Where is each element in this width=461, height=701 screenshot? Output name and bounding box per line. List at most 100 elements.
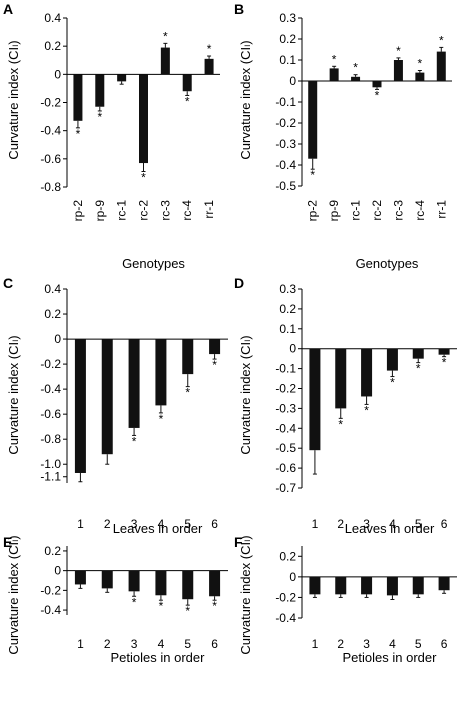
bar-c-4 xyxy=(155,339,167,406)
panel-letter: D xyxy=(234,275,244,291)
y-tick-label: -0.1 xyxy=(275,362,296,376)
bar-a-2 xyxy=(95,74,105,107)
category-label: rc-2 xyxy=(137,200,151,221)
bar-a-4 xyxy=(139,74,148,164)
category-label: rc-4 xyxy=(180,200,194,221)
category-label: 6 xyxy=(441,637,448,651)
bar-d-3 xyxy=(361,348,373,397)
y-tick-label: 0.4 xyxy=(44,11,61,25)
y-tick-label: -0.8 xyxy=(40,432,61,446)
significance-marker: * xyxy=(212,599,217,613)
y-tick-label: 0 xyxy=(289,342,296,356)
bar-c-6 xyxy=(209,339,221,355)
y-tick-label: 0.2 xyxy=(44,39,61,53)
bar-a-5 xyxy=(160,47,170,75)
y-tick-label: -0.8 xyxy=(40,180,61,194)
category-label: rc-3 xyxy=(158,200,172,221)
bar-f-3 xyxy=(361,576,373,595)
y-tick-label: -0.4 xyxy=(40,382,61,396)
category-label: rc-3 xyxy=(391,200,405,221)
y-tick-label: -0.2 xyxy=(40,96,61,110)
significance-marker: * xyxy=(185,604,190,618)
category-label: rr-1 xyxy=(434,200,448,219)
bar-f-1 xyxy=(309,576,321,595)
category-label: rp-2 xyxy=(306,200,320,222)
y-tick-label: 0.2 xyxy=(44,544,61,558)
category-label: 1 xyxy=(77,637,84,651)
y-axis-label: Curvature index (CIₗ) xyxy=(238,535,253,654)
category-label: 1 xyxy=(312,637,319,651)
category-label: rp-9 xyxy=(327,200,341,222)
significance-marker: * xyxy=(185,386,190,400)
category-label: rc-4 xyxy=(413,200,427,221)
y-axis-label: Curvature index (CIₗ) xyxy=(238,335,253,454)
y-tick-label: -0.3 xyxy=(275,137,296,151)
bar-e-1 xyxy=(74,570,86,585)
category-label: 2 xyxy=(337,517,344,531)
bar-e-3 xyxy=(128,570,140,592)
bar-b-4 xyxy=(372,81,382,88)
category-label: 6 xyxy=(211,517,218,531)
y-tick-label: 0.1 xyxy=(279,53,296,67)
bar-b-7 xyxy=(436,51,446,81)
significance-marker: * xyxy=(76,127,81,141)
y-tick-label: -1.0 xyxy=(40,457,61,471)
y-tick-label: -0.5 xyxy=(275,179,296,193)
y-tick-label: -0.4 xyxy=(40,124,61,138)
panel-letter: E xyxy=(3,534,12,550)
bar-a-6 xyxy=(182,74,192,92)
category-label: 3 xyxy=(363,637,370,651)
bar-b-2 xyxy=(329,68,339,81)
y-tick-label: -0.4 xyxy=(275,611,296,625)
significance-marker: * xyxy=(375,88,380,102)
y-tick-label: 0.2 xyxy=(279,32,296,46)
category-label: 2 xyxy=(104,637,111,651)
bar-d-4 xyxy=(386,348,398,371)
significance-marker: * xyxy=(163,29,168,43)
significance-marker: * xyxy=(418,57,423,71)
chart-panel-f: F 0.2 0 -0.2 -0.4 Curvature index (CIₗ) 1 2 3 4 5 6… xyxy=(234,534,457,665)
significance-marker: * xyxy=(212,358,217,372)
y-tick-label: 0.2 xyxy=(279,549,296,563)
significance-marker: * xyxy=(310,168,315,182)
chart-panel-d: D 0.3 0.2 0.1 0 -0.1 -0.2 -0.3 -0.4 -0.5 -0.6 -0.7 C… xyxy=(234,275,457,536)
bar-b-6 xyxy=(415,72,425,81)
y-tick-label: 0.4 xyxy=(44,282,61,296)
y-axis-label: Curvature index (CIₗ) xyxy=(238,40,253,159)
bar-f-2 xyxy=(335,576,347,595)
bar-e-4 xyxy=(155,570,167,596)
category-label: 6 xyxy=(441,517,448,531)
significance-marker: * xyxy=(364,403,369,417)
x-axis-label: Petioles in order xyxy=(343,650,438,665)
category-label: 6 xyxy=(211,637,218,651)
bar-f-5 xyxy=(412,576,424,595)
category-label: 4 xyxy=(158,637,165,651)
bar-b-5 xyxy=(393,60,403,81)
x-axis-label: Leaves in order xyxy=(345,521,435,536)
y-tick-label: -0.4 xyxy=(40,603,61,617)
significance-marker: * xyxy=(132,434,137,448)
category-label: rc-1 xyxy=(349,200,363,221)
bar-e-5 xyxy=(182,570,194,600)
bar-d-5 xyxy=(412,348,424,359)
bar-c-5 xyxy=(182,339,194,375)
y-tick-label: -0.7 xyxy=(275,481,296,495)
y-tick-label: 0 xyxy=(54,67,61,81)
y-tick-label: -0.6 xyxy=(275,461,296,475)
y-tick-label: -0.2 xyxy=(40,357,61,371)
bar-d-2 xyxy=(335,348,347,409)
significance-marker: * xyxy=(185,94,190,108)
bar-c-1 xyxy=(74,339,86,473)
y-tick-label: -0.6 xyxy=(40,407,61,421)
significance-marker: * xyxy=(332,52,337,66)
bar-a-7 xyxy=(204,58,214,75)
significance-marker: * xyxy=(442,356,447,370)
y-tick-label: 0 xyxy=(289,570,296,584)
category-label: rp-9 xyxy=(93,200,107,222)
y-tick-label: 0.3 xyxy=(279,11,296,25)
bar-f-4 xyxy=(386,576,398,596)
category-label: 3 xyxy=(131,517,138,531)
y-tick-label: -0.2 xyxy=(275,382,296,396)
category-label: 5 xyxy=(184,517,191,531)
y-tick-label: 0.2 xyxy=(44,307,61,321)
